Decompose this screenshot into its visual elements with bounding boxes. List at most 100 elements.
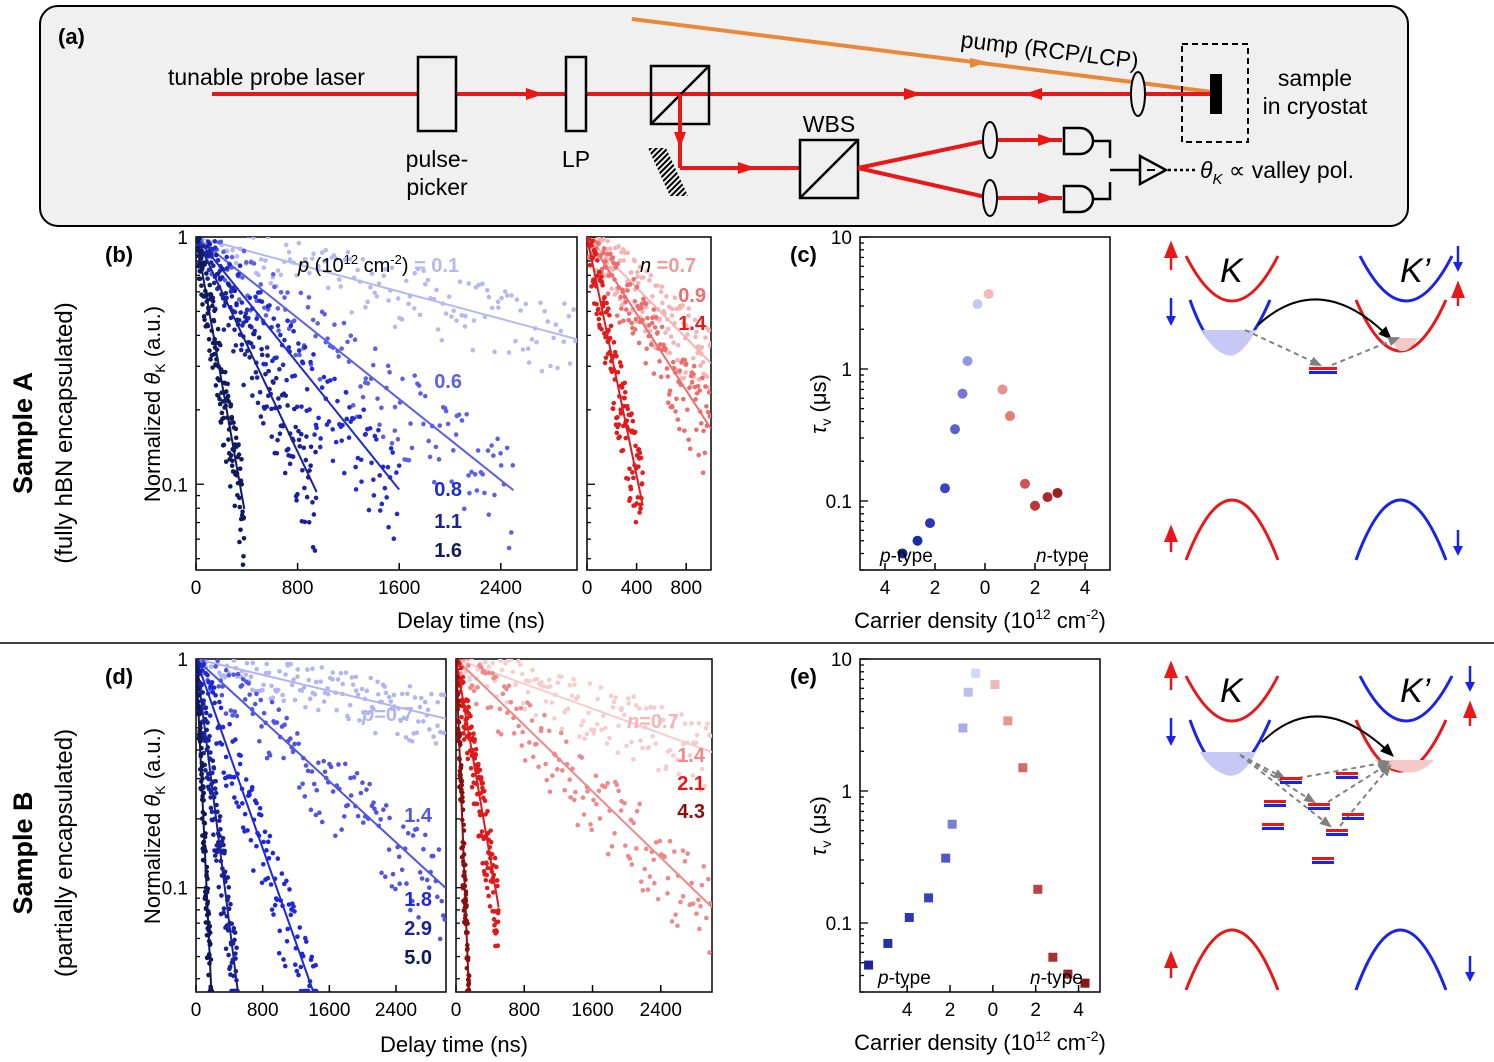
data-point bbox=[416, 915, 421, 920]
data-point bbox=[1018, 763, 1028, 773]
data-point bbox=[271, 316, 277, 321]
data-point bbox=[604, 300, 609, 306]
data-point bbox=[247, 295, 253, 301]
data-point bbox=[425, 277, 431, 283]
data-point bbox=[527, 678, 532, 684]
data-point bbox=[666, 392, 672, 397]
data-point bbox=[209, 251, 214, 257]
data-point bbox=[335, 398, 340, 404]
data-point bbox=[407, 683, 413, 689]
data-point bbox=[471, 318, 477, 323]
panel-e-ptype: p-type bbox=[877, 968, 931, 989]
data-point bbox=[638, 455, 644, 461]
data-point bbox=[265, 353, 270, 358]
data-point bbox=[254, 843, 259, 849]
data-point bbox=[466, 281, 472, 286]
data-point bbox=[667, 747, 673, 753]
data-point bbox=[269, 699, 275, 705]
data-point bbox=[347, 405, 352, 410]
panel-c-ntype: n-type bbox=[1036, 546, 1089, 567]
data-point bbox=[412, 270, 417, 276]
data-point bbox=[664, 294, 669, 299]
data-point bbox=[357, 414, 363, 420]
data-point bbox=[345, 339, 350, 345]
data-point bbox=[383, 690, 389, 696]
data-point bbox=[514, 706, 519, 712]
data-point bbox=[221, 906, 227, 911]
data-point bbox=[246, 681, 251, 686]
data-point bbox=[912, 535, 923, 546]
data-point bbox=[230, 247, 235, 253]
data-point bbox=[694, 732, 700, 738]
data-point bbox=[223, 783, 229, 789]
data-point bbox=[483, 877, 489, 883]
data-point bbox=[327, 378, 333, 383]
data-point bbox=[326, 419, 332, 424]
data-point bbox=[403, 735, 409, 740]
data-point bbox=[632, 258, 638, 264]
data-point bbox=[199, 253, 205, 258]
data-point bbox=[508, 699, 514, 705]
data-point bbox=[282, 963, 288, 969]
probe-label: tunable probe laser bbox=[168, 64, 365, 90]
data-point bbox=[983, 288, 994, 299]
data-point bbox=[640, 309, 645, 315]
data-point bbox=[442, 917, 446, 922]
data-point bbox=[383, 803, 389, 808]
data-point bbox=[603, 355, 609, 361]
data-point bbox=[394, 511, 400, 517]
data-point bbox=[233, 951, 238, 956]
data-point bbox=[221, 249, 226, 255]
data-point bbox=[527, 703, 533, 708]
panel-d-left-frame bbox=[195, 658, 447, 993]
data-point bbox=[653, 840, 659, 845]
data-point bbox=[317, 444, 323, 450]
data-point bbox=[418, 391, 423, 396]
data-point bbox=[643, 301, 649, 307]
fit-line bbox=[196, 237, 400, 491]
data-point bbox=[545, 319, 551, 324]
data-point bbox=[481, 651, 486, 656]
data-point bbox=[251, 868, 256, 873]
data-point bbox=[386, 298, 391, 303]
data-point bbox=[195, 647, 200, 652]
data-point bbox=[226, 885, 232, 890]
data-point bbox=[700, 375, 705, 381]
data-point bbox=[963, 687, 973, 697]
data-point bbox=[399, 691, 405, 697]
data-point bbox=[533, 712, 539, 718]
data-point bbox=[1020, 478, 1030, 489]
data-point bbox=[443, 408, 449, 414]
data-point bbox=[200, 649, 205, 654]
data-point bbox=[274, 355, 279, 360]
data-point bbox=[219, 228, 224, 233]
data-point bbox=[628, 486, 634, 492]
data-point bbox=[421, 268, 426, 274]
data-point bbox=[202, 232, 207, 237]
data-point bbox=[234, 800, 239, 805]
data-point bbox=[294, 968, 300, 974]
data-point bbox=[416, 719, 421, 724]
panel-c: (c) 4 2 0 2 4 0.1 1 10 τv (μs) Carrier density … bbox=[790, 228, 1111, 633]
data-point bbox=[336, 277, 342, 282]
data-point bbox=[346, 435, 352, 440]
data-point bbox=[414, 826, 420, 832]
data-point bbox=[214, 741, 219, 746]
data-point bbox=[321, 758, 327, 764]
data-point bbox=[375, 396, 380, 401]
data-point bbox=[493, 674, 498, 680]
data-point bbox=[622, 389, 628, 395]
panel-d-ylabel: Normalized θK (a.u.) bbox=[140, 728, 168, 924]
data-point bbox=[355, 267, 360, 273]
data-point bbox=[644, 268, 650, 274]
data-point bbox=[227, 262, 233, 267]
sample-a-title: Sample A bbox=[8, 372, 38, 494]
data-point bbox=[669, 313, 675, 318]
data-point bbox=[572, 682, 577, 688]
x-tick-label: 800 bbox=[670, 578, 702, 599]
series-label: 0.9 bbox=[678, 285, 706, 307]
data-point bbox=[638, 879, 644, 884]
data-point bbox=[256, 272, 261, 278]
data-point bbox=[616, 422, 622, 427]
data-point bbox=[693, 740, 699, 746]
